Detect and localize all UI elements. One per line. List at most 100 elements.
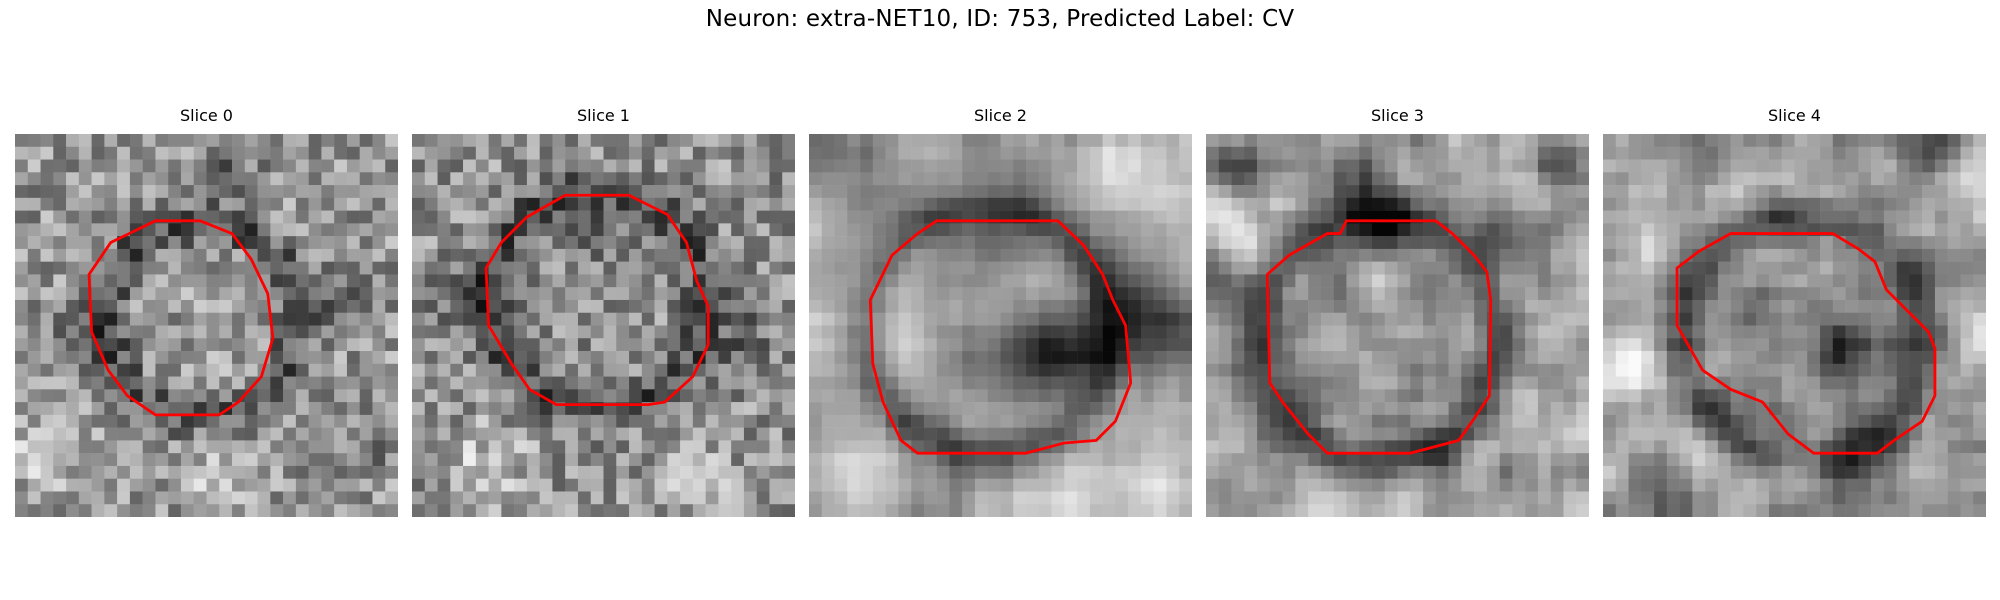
pixel <box>180 363 194 377</box>
pixel <box>911 351 925 365</box>
pixel <box>129 363 143 377</box>
pixel <box>1359 376 1373 390</box>
pixel <box>1269 491 1283 505</box>
pixel <box>616 312 630 326</box>
pixel <box>450 146 464 160</box>
pixel <box>412 338 426 352</box>
pixel <box>949 414 963 428</box>
pixel <box>372 427 386 441</box>
pixel <box>1654 402 1668 416</box>
pixel <box>283 389 297 403</box>
pixel <box>1448 389 1462 403</box>
pixel <box>155 261 169 275</box>
pixel <box>1807 338 1821 352</box>
pixel <box>1384 491 1398 505</box>
pixel <box>27 274 41 288</box>
pixel <box>654 338 668 352</box>
pixel <box>1858 236 1872 250</box>
pixel <box>1435 312 1449 326</box>
pixel <box>257 427 271 441</box>
pixel <box>1973 146 1986 160</box>
pixel <box>1512 210 1526 224</box>
pixel <box>1499 414 1513 428</box>
pixel <box>1641 491 1655 505</box>
pixel <box>1486 146 1500 160</box>
pixel <box>705 376 719 390</box>
pixel <box>308 491 322 505</box>
pixel <box>1218 491 1232 505</box>
pixel <box>1474 159 1488 173</box>
pixel <box>847 274 861 288</box>
pixel <box>1973 351 1986 365</box>
pixel <box>809 299 823 313</box>
pixel <box>283 376 297 390</box>
pixel <box>1448 414 1462 428</box>
pixel <box>847 223 861 237</box>
pixel <box>1730 376 1744 390</box>
pixel <box>129 325 143 339</box>
pixel <box>180 389 194 403</box>
pixel <box>1384 299 1398 313</box>
pixel <box>129 261 143 275</box>
pixel <box>488 159 502 173</box>
pixel <box>1320 146 1334 160</box>
pixel <box>244 172 258 186</box>
pixel <box>15 312 29 326</box>
pixel <box>1231 363 1245 377</box>
pixel <box>206 236 220 250</box>
pixel <box>1603 236 1617 250</box>
pixel <box>1397 453 1411 467</box>
pixel <box>66 389 80 403</box>
pixel <box>860 210 874 224</box>
pixel <box>257 440 271 454</box>
pixel <box>1743 465 1757 479</box>
pixel <box>1794 376 1808 390</box>
pixel <box>1295 465 1309 479</box>
pixel <box>244 159 258 173</box>
pixel <box>193 427 207 441</box>
pixel <box>1153 363 1167 377</box>
pixel <box>514 325 528 339</box>
pixel <box>1244 223 1258 237</box>
pixel <box>1896 440 1910 454</box>
pixel <box>1000 465 1014 479</box>
pixel <box>219 261 233 275</box>
pixel <box>1064 465 1078 479</box>
pixel <box>1615 491 1629 505</box>
pixel <box>1807 427 1821 441</box>
pixel <box>1166 146 1180 160</box>
pixel <box>295 325 309 339</box>
pixel <box>155 223 169 237</box>
pixel <box>1756 312 1770 326</box>
pixel <box>1781 389 1795 403</box>
pixel <box>488 491 502 505</box>
pixel <box>437 338 451 352</box>
pixel <box>782 440 795 454</box>
pixel <box>117 210 131 224</box>
pixel <box>1269 146 1283 160</box>
pixel <box>616 299 630 313</box>
pixel <box>308 478 322 492</box>
pixel <box>1486 248 1500 262</box>
pixel <box>1115 185 1129 199</box>
pixel <box>1359 402 1373 416</box>
pixel <box>1947 402 1961 416</box>
pixel <box>1244 248 1258 262</box>
pixel <box>936 236 950 250</box>
pixel <box>539 210 553 224</box>
pixel <box>1832 338 1846 352</box>
pixel <box>1871 465 1885 479</box>
pixel <box>1153 440 1167 454</box>
pixel <box>629 453 643 467</box>
pixel <box>1115 465 1129 479</box>
pixel <box>1295 389 1309 403</box>
pixel <box>193 440 207 454</box>
pixel <box>1218 440 1232 454</box>
pixel <box>1615 197 1629 211</box>
pixel <box>1654 146 1668 160</box>
pixel <box>1781 236 1795 250</box>
pixel <box>718 376 732 390</box>
pixel <box>1333 389 1347 403</box>
pixel <box>1922 504 1936 517</box>
pixel <box>872 146 886 160</box>
